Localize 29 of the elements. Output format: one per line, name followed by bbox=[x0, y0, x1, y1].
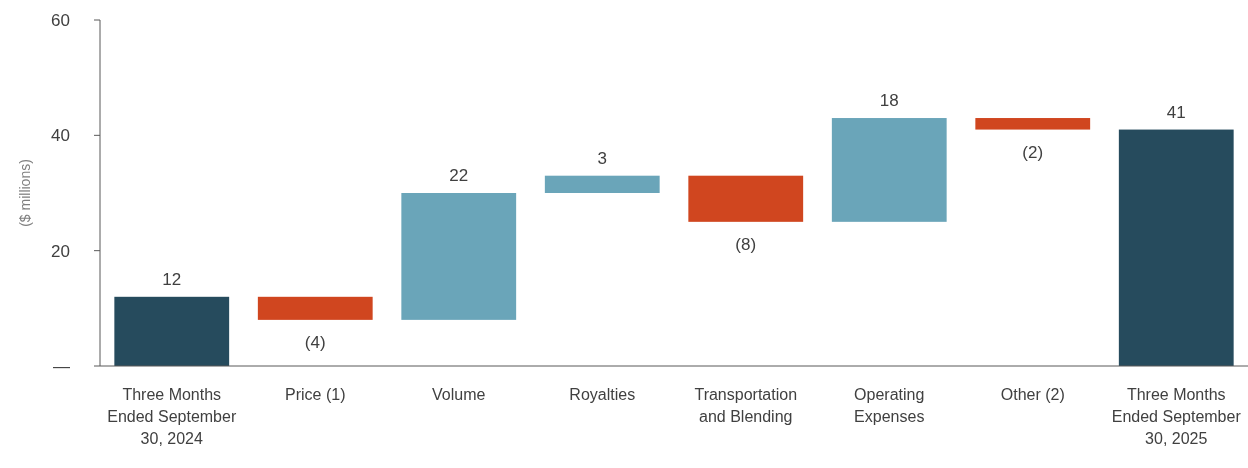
bar bbox=[544, 175, 660, 193]
x-tick-label: Three Months Ended September 30, 2025 bbox=[1111, 386, 1242, 447]
data-label: 41 bbox=[1166, 102, 1186, 122]
data-label: 22 bbox=[449, 166, 469, 185]
bar bbox=[1118, 129, 1234, 366]
y-tick-label: — bbox=[53, 356, 70, 376]
data-label: 18 bbox=[879, 91, 899, 111]
data-label: (4) bbox=[304, 332, 326, 352]
y-tick-label: 40 bbox=[51, 126, 70, 146]
x-tick-label: Transportation and Blending bbox=[694, 386, 798, 425]
data-label: (2) bbox=[1022, 142, 1044, 162]
y-tick-label: 20 bbox=[51, 241, 70, 261]
bar bbox=[114, 296, 230, 366]
x-tick-label: Other (2) bbox=[1000, 386, 1065, 403]
x-tick-label: Royalties bbox=[569, 386, 636, 403]
bar bbox=[831, 118, 947, 222]
bar bbox=[688, 175, 804, 222]
x-tick-label: Operating Expenses bbox=[854, 386, 925, 425]
data-label: 12 bbox=[162, 269, 182, 289]
x-tick-label: Volume bbox=[432, 386, 486, 403]
x-tick-label: Three Months Ended September 30, 2024 bbox=[107, 386, 237, 447]
bar bbox=[401, 193, 517, 320]
bar bbox=[975, 118, 1091, 130]
x-tick-label: Price (1) bbox=[285, 386, 346, 403]
y-axis-title: ($ millions) bbox=[17, 159, 33, 227]
y-tick-label: 60 bbox=[51, 10, 70, 30]
data-label: (8) bbox=[735, 234, 757, 254]
bar bbox=[257, 296, 373, 320]
data-label: 3 bbox=[597, 148, 607, 168]
